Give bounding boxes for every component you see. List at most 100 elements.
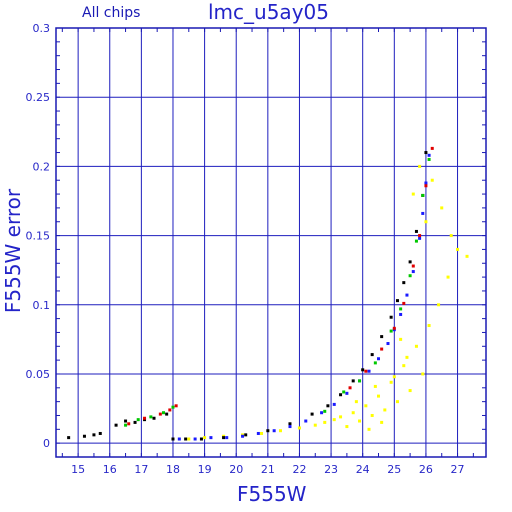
x-tick-label: 21 — [261, 463, 275, 476]
blue-data-point — [225, 436, 229, 440]
yellow-data-point — [373, 384, 377, 388]
yellow-data-point — [395, 400, 399, 404]
green-data-point — [124, 423, 128, 427]
blue-data-point — [421, 211, 425, 215]
black-data-point — [310, 412, 314, 416]
black-data-point — [171, 437, 175, 441]
green-data-point — [149, 415, 153, 419]
blue-data-point — [427, 153, 431, 157]
green-data-point — [427, 157, 431, 161]
y-tick-label: 0.25 — [26, 91, 51, 104]
blue-data-point — [367, 369, 371, 373]
blue-data-point — [386, 342, 390, 346]
green-data-point — [414, 239, 418, 243]
red-data-point — [174, 404, 178, 408]
blue-data-point — [377, 357, 380, 361]
red-data-point — [402, 301, 406, 305]
black-data-point — [92, 433, 96, 437]
yellow-data-point — [408, 389, 412, 393]
yellow-data-point — [440, 206, 444, 210]
black-data-point — [380, 335, 384, 339]
black-data-point — [266, 429, 270, 433]
x-axis-label: F555W — [237, 482, 307, 506]
chart-title: lmc_u5ay05 — [208, 0, 329, 24]
yellow-data-point — [421, 372, 425, 376]
green-data-point — [408, 274, 412, 278]
yellow-data-point — [297, 426, 301, 430]
yellow-data-point — [456, 247, 460, 251]
yellow-data-point — [370, 413, 374, 417]
green-data-point — [136, 418, 140, 422]
red-data-point — [430, 146, 434, 150]
x-tick-label: 26 — [419, 463, 433, 476]
blue-data-point — [304, 419, 308, 423]
yellow-data-point — [380, 420, 384, 424]
black-data-point — [199, 437, 203, 441]
blue-data-point — [345, 391, 349, 395]
x-tick-label: 15 — [71, 463, 85, 476]
red-data-point — [411, 264, 415, 268]
black-data-point — [339, 393, 343, 397]
green-data-point — [389, 329, 393, 333]
black-data-point — [124, 419, 128, 423]
yellow-data-point — [358, 419, 362, 423]
blue-data-point — [177, 437, 181, 441]
green-data-point — [323, 409, 327, 413]
red-data-point — [143, 416, 147, 420]
yellow-data-point — [389, 380, 393, 384]
blue-data-point — [411, 270, 415, 274]
black-data-point — [351, 379, 355, 383]
blue-data-point — [256, 431, 260, 435]
x-tick-label: 20 — [229, 463, 243, 476]
black-data-point — [414, 229, 418, 233]
y-tick-label: 0.05 — [26, 368, 51, 381]
green-data-point — [373, 361, 377, 365]
data-points — [67, 146, 469, 441]
yellow-data-point — [313, 423, 317, 427]
x-tick-label: 23 — [324, 463, 338, 476]
red-data-point — [348, 386, 352, 390]
yellow-data-point — [364, 404, 368, 408]
y-tick-label: 0.15 — [26, 230, 51, 243]
x-tick-label: 19 — [198, 463, 212, 476]
blue-data-point — [241, 434, 245, 438]
black-data-point — [165, 412, 169, 416]
green-data-point — [399, 307, 403, 311]
red-data-point — [424, 184, 428, 188]
y-axis-label: F555W error — [1, 188, 25, 314]
blue-data-point — [424, 181, 428, 185]
black-data-point — [370, 353, 374, 357]
grid-lines — [56, 27, 486, 457]
yellow-data-point — [377, 394, 380, 398]
black-data-point — [402, 281, 406, 285]
blue-data-point — [320, 411, 324, 415]
yellow-data-point — [332, 418, 336, 422]
chart-subtitle: All chips — [82, 5, 141, 21]
blue-data-point — [209, 436, 213, 440]
y-tick-label: 0.1 — [33, 299, 51, 312]
yellow-data-point — [427, 324, 431, 328]
red-data-point — [392, 326, 396, 330]
green-data-point — [421, 193, 425, 197]
x-tick-label: 18 — [166, 463, 180, 476]
plot-frame — [55, 27, 487, 458]
blue-data-point — [405, 293, 409, 297]
x-tick-label: 27 — [451, 463, 465, 476]
red-data-point — [127, 422, 131, 426]
yellow-data-point — [405, 355, 409, 359]
yellow-data-point — [399, 337, 403, 341]
yellow-data-point — [418, 164, 422, 168]
black-data-point — [222, 436, 226, 440]
green-data-point — [358, 379, 362, 383]
red-data-point — [168, 408, 172, 412]
yellow-data-point — [339, 415, 343, 419]
black-data-point — [184, 437, 188, 441]
blue-data-point — [399, 312, 403, 316]
yellow-data-point — [392, 375, 396, 379]
y-tick-label: 0.3 — [33, 22, 51, 35]
blue-data-point — [288, 425, 292, 429]
black-data-point — [152, 416, 156, 420]
red-data-point — [158, 412, 162, 416]
green-data-point — [342, 390, 346, 394]
